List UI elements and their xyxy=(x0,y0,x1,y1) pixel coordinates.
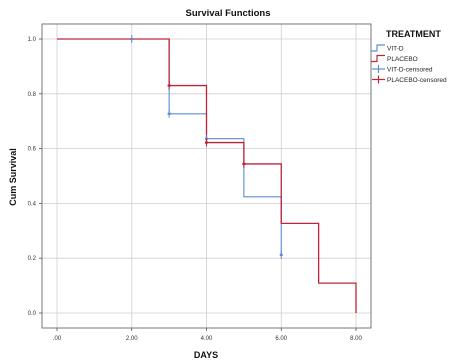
x-tick-label: 4.00 xyxy=(201,336,213,342)
legend-entry: VIT-D xyxy=(371,44,404,52)
x-axis-label: DAYS xyxy=(194,350,218,360)
legend-entry: PLACEBO xyxy=(371,54,418,63)
censored-marker xyxy=(279,250,283,259)
y-tick-label: 0.6 xyxy=(28,147,37,153)
censored-marker xyxy=(167,81,171,90)
x-tick-label: 2.00 xyxy=(126,336,138,342)
legend-line-swatch xyxy=(371,54,385,63)
x-tick-label: 6.00 xyxy=(275,336,287,342)
series-layer xyxy=(57,35,357,313)
legend-label: PLACEBO-censored xyxy=(387,77,447,84)
chart-title: Survival Functions xyxy=(186,8,271,19)
censored-marker xyxy=(205,138,208,147)
y-tick-label: 1.0 xyxy=(28,37,37,43)
x-tick-label: 8.00 xyxy=(350,336,362,342)
legend-title: TREATMENT xyxy=(386,29,441,39)
legend-line-swatch xyxy=(371,44,385,52)
legend-entry: PLACEBO-censored xyxy=(372,75,447,84)
censored-marker xyxy=(242,159,246,168)
y-tick-label: 0.4 xyxy=(28,201,37,207)
legend-label: VIT-D xyxy=(387,45,404,52)
censored-marker xyxy=(167,109,171,118)
y-tick-label: 0.2 xyxy=(28,256,37,262)
legend-entry: VIT-D-censored xyxy=(372,65,433,73)
tick-labels: .00 2.00 4.00 6.00 8.00 0.0 0.2 0.4 0.6 0.8 1.0 xyxy=(28,37,363,342)
y-tick-label: 0.0 xyxy=(28,311,37,317)
x-tick-label: .00 xyxy=(53,336,62,342)
y-axis-label: Cum Survival xyxy=(8,148,18,206)
legend: TREATMENT VIT-D PLACEBO VIT-D-censored PLAC… xyxy=(371,29,447,84)
legend-label: PLACEBO xyxy=(387,56,418,63)
y-tick-label: 0.8 xyxy=(28,92,37,98)
legend-entries: VIT-D PLACEBO VIT-D-censored PLACEBO-censor… xyxy=(371,44,447,84)
legend-label: VIT-D-censored xyxy=(387,66,433,73)
censored-marker xyxy=(130,35,134,43)
